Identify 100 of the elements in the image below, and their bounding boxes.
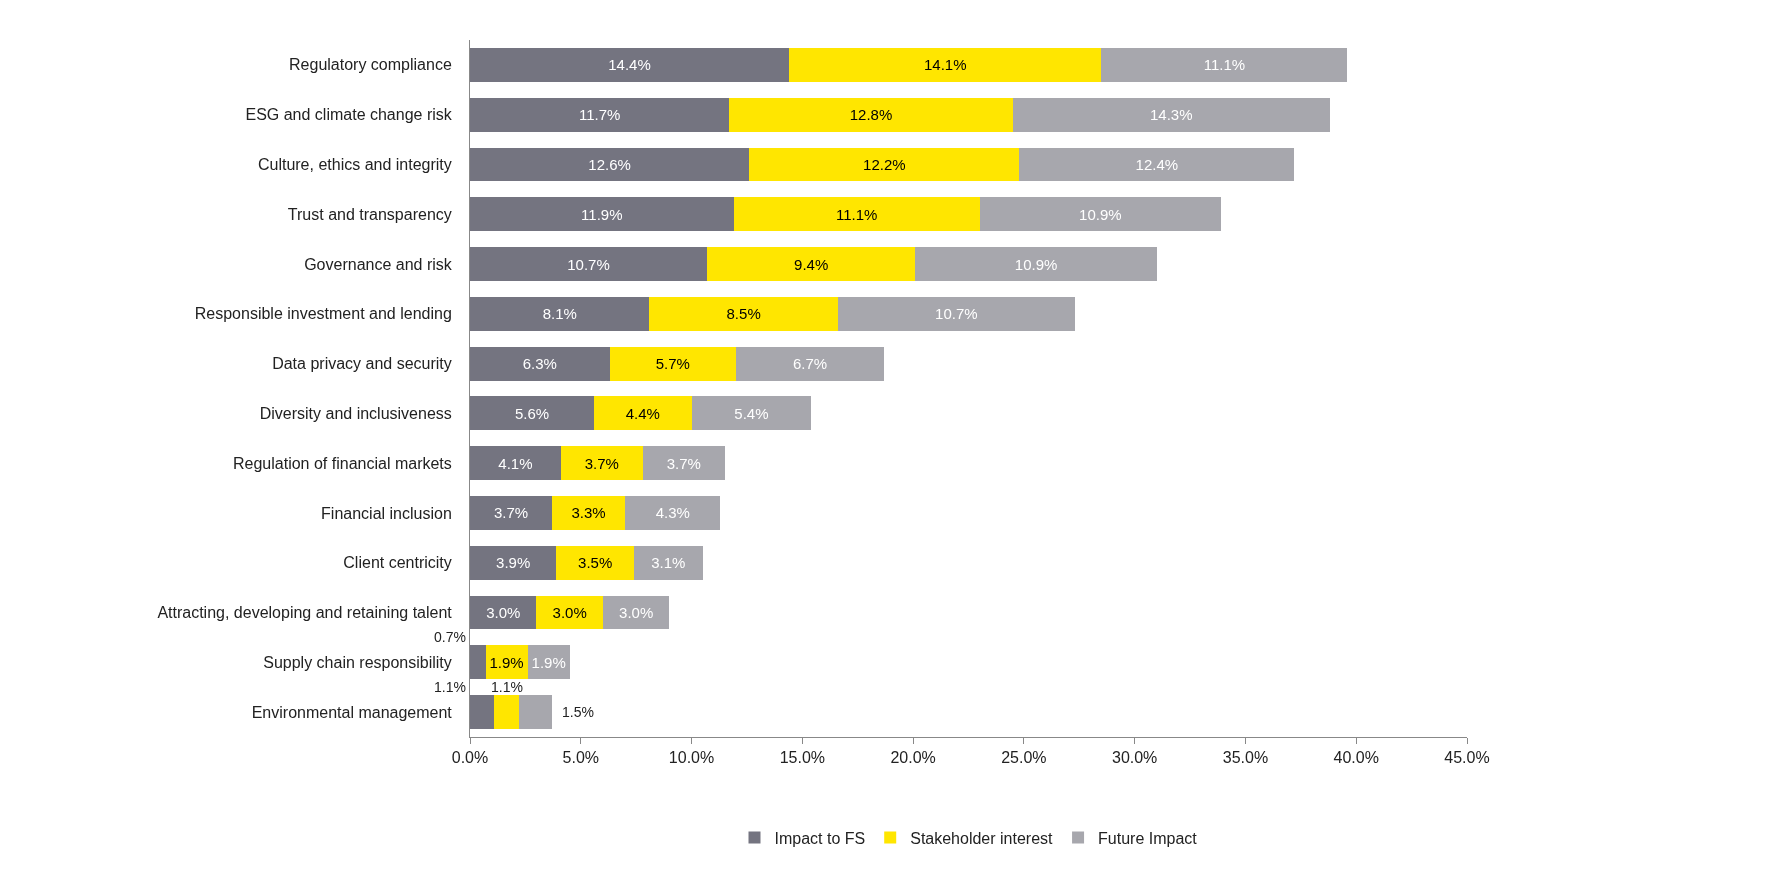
data-label: 11.7% <box>578 106 621 124</box>
bar <box>735 346 885 381</box>
data-label: 5.7% <box>655 355 690 373</box>
x-tick-label: 10.0% <box>668 749 715 767</box>
data-label: 3.5% <box>578 554 613 572</box>
data-label: 14.3% <box>1149 106 1193 124</box>
y-tick-label: Client centricity <box>343 554 452 572</box>
bar <box>536 595 603 630</box>
x-tick-label: 30.0% <box>1111 749 1158 767</box>
data-label: 5.6% <box>514 404 550 422</box>
data-label: 12.2% <box>863 155 906 173</box>
data-label: 4.1% <box>498 454 533 472</box>
data-label: 14.4% <box>608 56 651 74</box>
x-tick-label: 45.0% <box>1444 749 1490 767</box>
bar <box>470 97 730 132</box>
bar <box>470 247 708 281</box>
data-label: 3.0% <box>619 604 654 622</box>
y-tick-label: Financial inclusion <box>321 504 452 522</box>
data-label: 11.1% <box>1203 56 1246 74</box>
data-label: 3.0% <box>552 604 587 622</box>
y-tick-label: Regulation of financial markets <box>233 454 452 472</box>
data-label: 9.4% <box>794 255 829 273</box>
bar <box>649 296 838 331</box>
bar <box>633 545 703 580</box>
data-label: 3.9% <box>496 554 531 572</box>
data-label: 0.7% <box>434 629 466 645</box>
data-label: 1.5% <box>562 704 594 720</box>
x-tick-label: 25.0% <box>1001 749 1047 767</box>
legend-label: Stakeholder interest <box>910 829 1054 847</box>
data-label: 3.0% <box>486 604 521 622</box>
bar <box>749 147 1020 182</box>
data-label: 10.9% <box>1079 205 1122 223</box>
data-label: 10.7% <box>567 255 610 273</box>
bar <box>979 197 1222 232</box>
bar <box>729 97 1013 132</box>
bar <box>1101 47 1348 82</box>
legend-label: Impact to FS <box>774 829 866 847</box>
bar <box>1019 147 1295 182</box>
bar <box>470 446 561 481</box>
data-label: 12.4% <box>1135 155 1179 173</box>
bar <box>470 296 650 331</box>
bar <box>518 695 552 730</box>
bar <box>470 197 734 232</box>
bar <box>642 446 725 481</box>
bar <box>915 247 1157 281</box>
x-tick-label: 15.0% <box>779 749 826 767</box>
y-tick-label: Regulatory compliance <box>289 56 452 74</box>
bar <box>551 496 626 530</box>
data-label: 12.8% <box>849 106 893 124</box>
data-label: 12.6% <box>588 155 631 173</box>
bar <box>789 47 1102 82</box>
bar <box>470 396 595 431</box>
bar <box>733 197 980 232</box>
legend-label: Future Impact <box>1098 829 1198 847</box>
data-label: 4.3% <box>655 504 690 522</box>
data-label: 8.5% <box>726 305 761 323</box>
bar <box>470 147 750 182</box>
bar <box>470 645 486 680</box>
x-tick-label: 40.0% <box>1333 749 1379 767</box>
bar <box>609 346 736 381</box>
data-label: 11.1% <box>835 205 878 223</box>
y-tick-label: Environmental management <box>251 703 453 721</box>
x-tick-label: 5.0% <box>562 749 600 767</box>
bar <box>470 496 552 530</box>
data-label: 6.7% <box>792 355 828 373</box>
x-tick-label: 20.0% <box>890 749 936 767</box>
data-label: 10.7% <box>935 305 978 323</box>
data-label: 10.9% <box>1014 255 1058 273</box>
data-label: 5.4% <box>734 404 769 422</box>
bar <box>625 496 721 530</box>
data-label: 3.7% <box>584 454 619 472</box>
data-label: 3.7% <box>493 504 529 522</box>
bar <box>691 396 812 431</box>
y-tick-label: ESG and climate change risk <box>245 106 453 124</box>
data-label: 1.1% <box>491 679 523 695</box>
data-label: 14.1% <box>923 56 967 74</box>
x-tick-label: 0.0% <box>451 749 489 767</box>
data-label: 8.1% <box>542 305 577 323</box>
data-label: 11.9% <box>581 205 623 223</box>
data-label: 1.9% <box>489 653 524 671</box>
bar <box>556 545 634 580</box>
bar <box>837 296 1075 331</box>
data-label: 6.3% <box>522 355 557 373</box>
data-label: 3.1% <box>651 554 686 572</box>
y-tick-label: Data privacy and security <box>272 355 452 373</box>
x-tick-label: 35.0% <box>1222 749 1269 767</box>
data-label: 1.9% <box>531 653 566 671</box>
y-tick-label: Governance and risk <box>304 255 453 273</box>
y-tick-label: Supply chain responsibility <box>263 653 452 671</box>
y-tick-label: Culture, ethics and integrity <box>257 156 452 174</box>
y-tick-label: Attracting, developing and retaining talent <box>157 604 453 622</box>
y-tick-label: Responsible investment and lending <box>194 305 452 323</box>
bar <box>470 346 610 381</box>
data-label: 3.3% <box>571 504 606 522</box>
data-label: 1.1% <box>434 679 466 695</box>
data-label: 3.7% <box>666 454 701 472</box>
bar <box>470 545 557 580</box>
bar <box>560 446 643 481</box>
bar <box>470 47 790 82</box>
data-label: 4.4% <box>625 404 660 422</box>
